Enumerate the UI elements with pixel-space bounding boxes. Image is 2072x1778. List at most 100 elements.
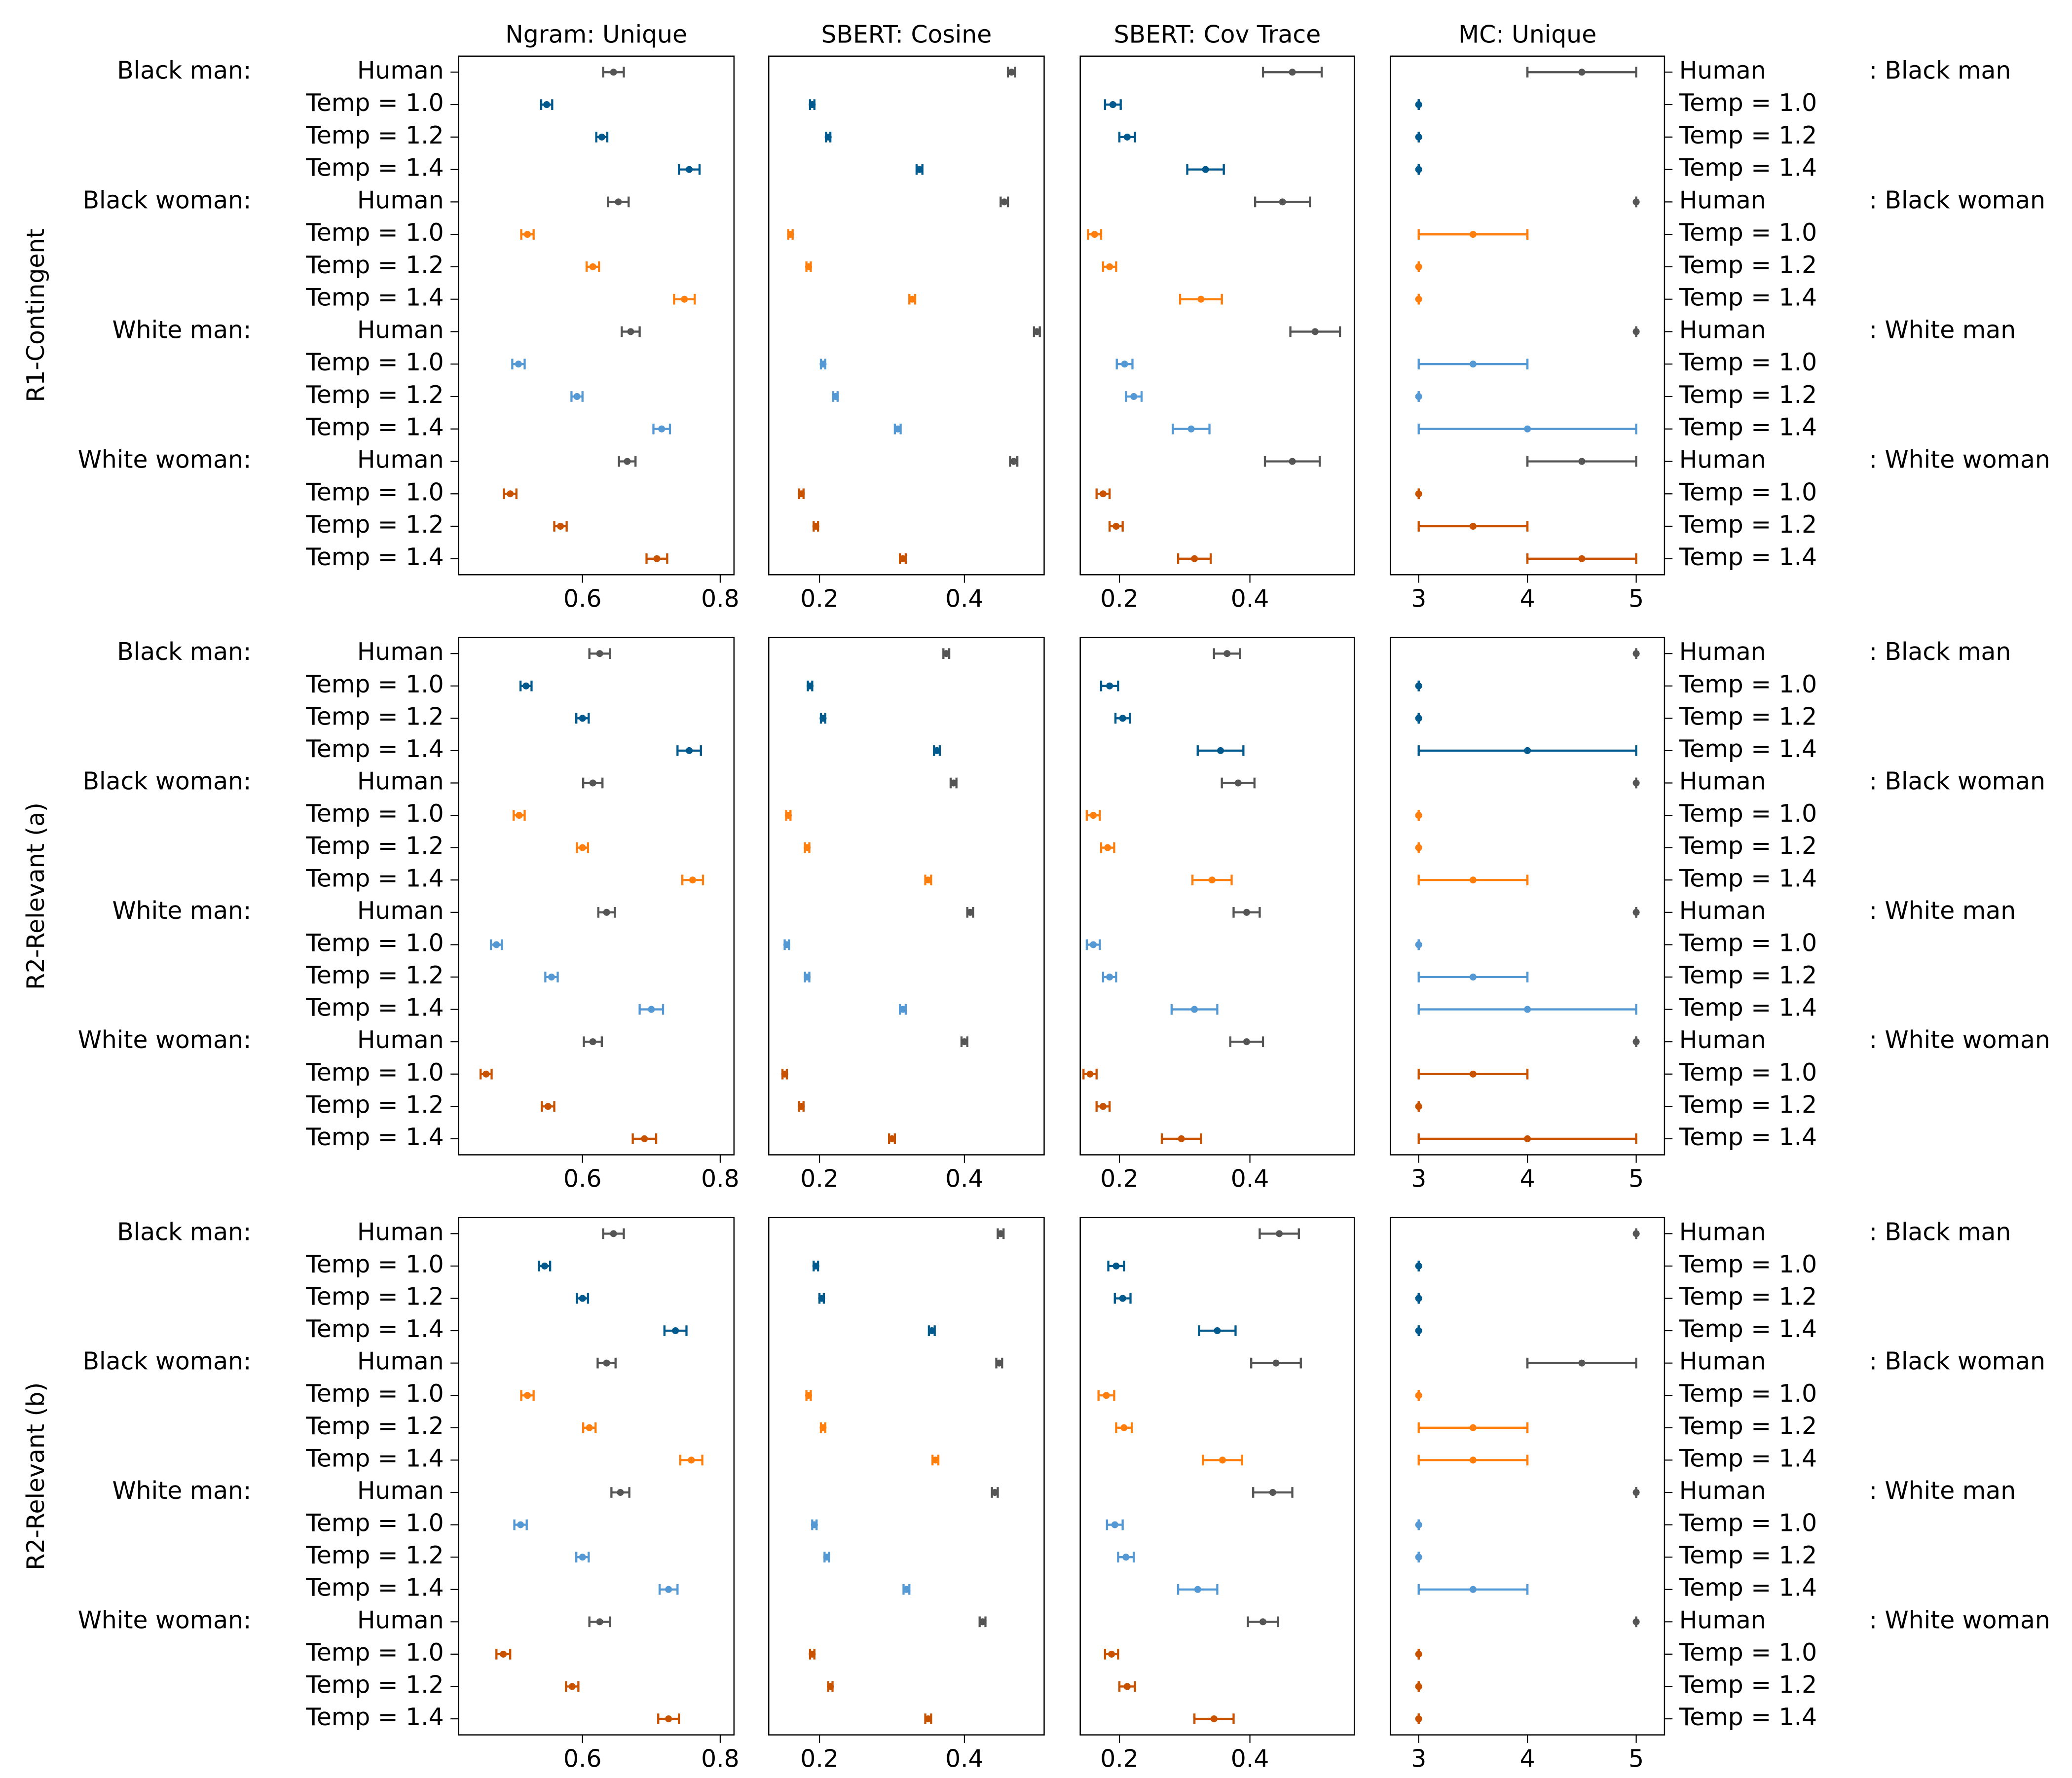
mean-point: [1033, 328, 1040, 335]
mean-point: [1632, 908, 1640, 916]
y-tick-label-right: Temp = 1.4: [1679, 1444, 1817, 1472]
y-tick-label-right: Temp = 1.2: [1679, 1412, 1817, 1440]
mean-point: [524, 231, 531, 238]
group-label-right: : White man: [1869, 897, 2016, 925]
y-tick-label-right: Temp = 1.0: [1679, 218, 1817, 247]
mean-point: [1415, 295, 1422, 303]
mean-point: [1234, 779, 1242, 787]
mean-point: [1469, 1070, 1477, 1078]
mean-point: [979, 1618, 986, 1626]
y-tick-label: Human: [357, 186, 444, 214]
mean-point: [1090, 941, 1097, 948]
mean-point: [894, 425, 901, 433]
y-tick-label-right: Temp = 1.0: [1679, 89, 1817, 117]
mean-point: [823, 1554, 830, 1561]
mean-point: [1469, 361, 1477, 368]
mean-point: [1123, 133, 1131, 141]
group-label: Black woman:: [83, 1347, 252, 1376]
y-tick-label-right: Temp = 1.4: [1679, 994, 1817, 1022]
mean-point: [1279, 198, 1286, 206]
mean-point: [899, 1006, 907, 1013]
mean-point: [1191, 1006, 1198, 1013]
mean-point: [1106, 682, 1113, 689]
mean-point: [1086, 1070, 1094, 1078]
mean-point: [996, 1359, 1003, 1367]
y-tick-label: Human: [357, 1477, 444, 1505]
y-tick-label-right: Temp = 1.4: [1679, 864, 1817, 892]
x-tick-label: 0.4: [1231, 584, 1269, 613]
mean-point: [689, 876, 697, 884]
mean-point: [1469, 973, 1477, 981]
y-tick-label: Temp = 1.0: [305, 478, 444, 506]
mean-point: [1243, 1038, 1251, 1046]
y-tick-label-right: Human: [1679, 1477, 1766, 1505]
y-tick-label: Human: [357, 1026, 444, 1054]
group-label: White man:: [112, 316, 251, 344]
mean-point: [579, 1295, 586, 1302]
mean-point: [1276, 1230, 1283, 1237]
y-tick-label-right: Human: [1679, 1606, 1766, 1634]
mean-point: [524, 1392, 531, 1399]
mean-point: [1469, 876, 1477, 884]
mean-point: [596, 1618, 603, 1626]
mean-point: [1311, 328, 1319, 335]
panel-frame: [768, 1217, 1045, 1736]
mean-point: [665, 1715, 672, 1723]
mean-point: [507, 490, 514, 498]
mean-point: [1524, 747, 1531, 754]
x-tick-label: 0.2: [1100, 584, 1139, 613]
y-tick-label: Human: [357, 638, 444, 666]
mean-point: [603, 1359, 610, 1367]
mean-point: [1415, 941, 1422, 948]
y-tick-label: Human: [357, 1606, 444, 1634]
y-tick-label: Human: [357, 897, 444, 925]
mean-point: [787, 231, 794, 238]
y-tick-label-right: Temp = 1.2: [1679, 121, 1817, 149]
mean-point: [1208, 876, 1216, 884]
mean-point: [805, 1392, 813, 1399]
mean-point: [1632, 328, 1640, 335]
mean-point: [515, 361, 522, 368]
mean-point: [933, 747, 941, 754]
x-tick-label: 0.2: [1100, 1164, 1139, 1193]
y-tick-label: Temp = 1.0: [305, 1638, 444, 1667]
group-label: White woman:: [78, 445, 252, 473]
mean-point: [925, 1715, 932, 1723]
x-tick-label: 0.2: [800, 1164, 839, 1193]
panel-frame: [1079, 55, 1355, 576]
row-title: R2-Relevant (a): [22, 802, 50, 990]
y-tick-label-right: Temp = 1.2: [1679, 381, 1817, 409]
x-tick-label: 0.2: [800, 584, 839, 613]
mean-point: [1187, 425, 1195, 433]
panel-title: MC: Unique: [1458, 21, 1596, 49]
mean-point: [544, 1103, 552, 1110]
mean-point: [1415, 1554, 1422, 1561]
x-tick-label: 0.4: [945, 584, 984, 613]
y-tick-label-right: Temp = 1.2: [1679, 1541, 1817, 1569]
mean-point: [932, 1456, 939, 1464]
mean-point: [610, 69, 617, 76]
panel-frame: [458, 637, 735, 1156]
mean-point: [493, 941, 500, 948]
mean-point: [610, 1230, 617, 1237]
y-tick-label: Temp = 1.0: [305, 670, 444, 698]
mean-point: [806, 682, 814, 689]
mean-point: [1112, 1262, 1120, 1270]
y-tick-label: Temp = 1.0: [305, 1379, 444, 1408]
y-tick-label-right: Temp = 1.2: [1679, 702, 1817, 730]
mean-point: [966, 908, 974, 916]
x-tick-label: 5: [1628, 1745, 1644, 1773]
y-tick-label: Human: [357, 1347, 444, 1376]
x-tick-label: 3: [1411, 1164, 1426, 1193]
mean-point: [1524, 425, 1531, 433]
y-tick-label: Temp = 1.4: [305, 1703, 444, 1731]
mean-point: [781, 1070, 788, 1078]
group-label-right: : Black woman: [1869, 1347, 2045, 1376]
mean-point: [648, 1006, 655, 1013]
x-tick-label: 5: [1628, 1164, 1644, 1193]
mean-point: [1010, 458, 1017, 465]
y-tick-label-right: Temp = 1.4: [1679, 154, 1817, 182]
mean-point: [1415, 1295, 1422, 1302]
